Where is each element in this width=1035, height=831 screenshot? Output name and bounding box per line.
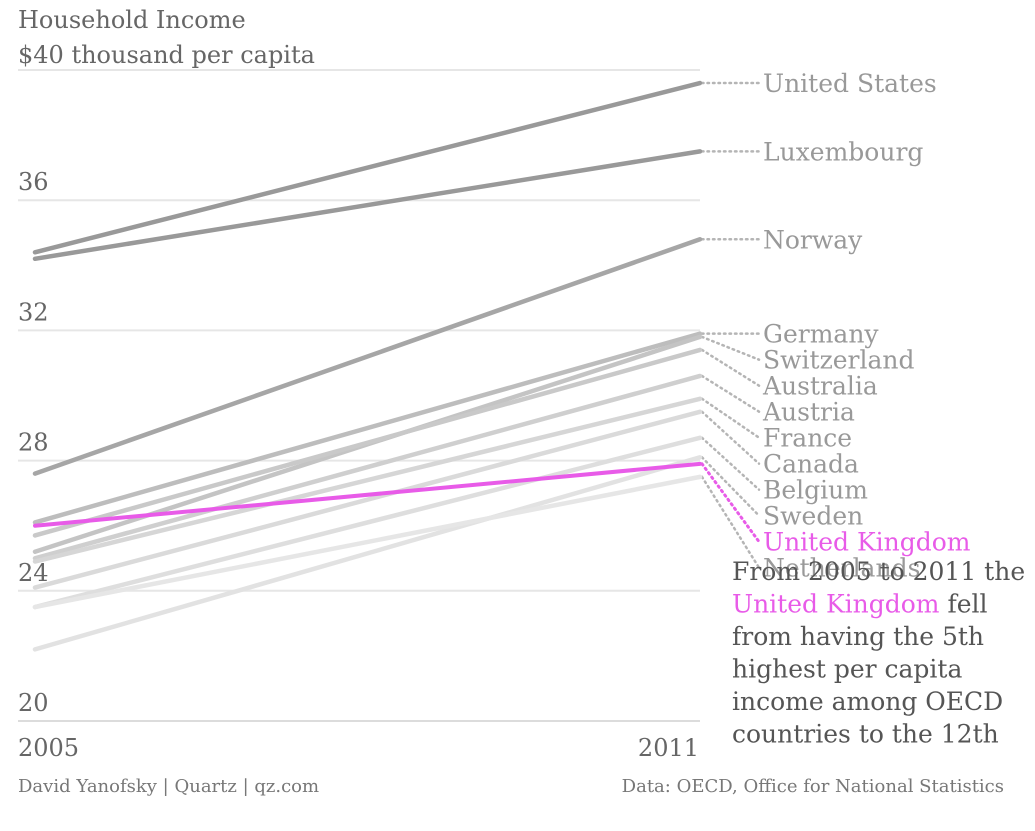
series-line-germany: [32, 331, 703, 525]
series-line-belgium: [32, 435, 703, 610]
series-label-luxembourg: Luxembourg: [763, 137, 923, 166]
annotation-text: from having the 5th: [732, 622, 984, 651]
connector-switzerland: [700, 335, 761, 361]
y-tick-label-28: 28: [18, 429, 49, 457]
grid: [18, 69, 700, 722]
series-line-norway: [32, 237, 703, 476]
series-line-canada: [32, 409, 703, 590]
series-line-united-kingdom: [33, 461, 702, 528]
connector-canada: [700, 410, 761, 465]
connector-australia: [700, 348, 761, 387]
connector-sweden: [700, 456, 761, 517]
footer-source: Data: OECD, Office for National Statisti…: [622, 776, 1004, 797]
annotation-text: countries to the 12th: [732, 720, 999, 749]
y-tick-label-36: 36: [18, 168, 49, 196]
annotation-text: income among OECD: [732, 687, 1003, 716]
connector-france: [700, 397, 761, 439]
series-line-australia: [32, 347, 703, 538]
connector-united-kingdom: [700, 462, 761, 544]
chart-subtitle: $40 thousand per capita: [18, 41, 315, 69]
annotation-text: fell: [940, 590, 988, 619]
series-label-united-kingdom: United Kingdom: [763, 528, 971, 557]
series-lines: [32, 80, 703, 652]
series-label-australia: Australia: [762, 372, 878, 401]
annotation-line-4: highest per capita: [732, 655, 962, 684]
annotation-note: From 2005 to 2011 the United Kingdom fell…: [732, 557, 1025, 749]
connector-netherlands: [700, 475, 761, 569]
connector-belgium: [700, 436, 761, 491]
label-connectors: [700, 81, 761, 569]
annotation-text: From 2005 to 2011 the: [732, 557, 1025, 586]
y-tick-label-24: 24: [18, 559, 49, 587]
series-line-sweden: [32, 455, 703, 652]
y-tick-label-20: 20: [18, 689, 49, 717]
annotation-highlight: United Kingdom: [732, 590, 940, 619]
series-line-france: [32, 396, 703, 564]
chart-text: Household Income $40 thousand per capita…: [18, 6, 1004, 797]
series-label-switzerland: Switzerland: [763, 346, 915, 375]
annotation-text: highest per capita: [732, 655, 962, 684]
series-label-belgium: Belgium: [763, 476, 868, 505]
series-label-canada: Canada: [763, 450, 859, 479]
annotation-line-3: from having the 5th: [732, 622, 984, 651]
series-line-netherlands: [32, 474, 703, 610]
series-label-france: France: [763, 424, 852, 453]
series-label-netherlands: Netherlands: [763, 554, 920, 583]
country-labels: United States Luxembourg Norway GermanySwit…: [762, 69, 971, 583]
series-label-germany: Germany: [763, 320, 879, 349]
series-label-austria: Austria: [762, 398, 855, 427]
chart-title: Household Income: [18, 6, 246, 34]
series-label-united-states: United States: [763, 69, 937, 98]
annotation-line-2: United Kingdom fell: [732, 590, 988, 619]
series-label-sweden: Sweden: [763, 502, 863, 531]
x-tick-label-2005: 2005: [18, 734, 79, 762]
series-line-united-states: [32, 80, 703, 255]
annotation-line-6: countries to the 12th: [732, 720, 999, 749]
series-line-austria: [32, 373, 703, 561]
annotation-line-1: From 2005 to 2011 the: [732, 557, 1025, 586]
footer-credit: David Yanofsky | Quartz | qz.com: [18, 776, 319, 797]
y-tick-label-32: 32: [18, 298, 49, 326]
connector-austria: [700, 374, 761, 413]
series-line-luxembourg: [32, 149, 703, 262]
series-label-norway: Norway: [763, 225, 863, 254]
annotation-line-5: income among OECD: [732, 687, 1003, 716]
x-tick-label-2011: 2011: [638, 734, 699, 762]
y-tick-labels: 20 24 28 32 36: [18, 168, 49, 717]
